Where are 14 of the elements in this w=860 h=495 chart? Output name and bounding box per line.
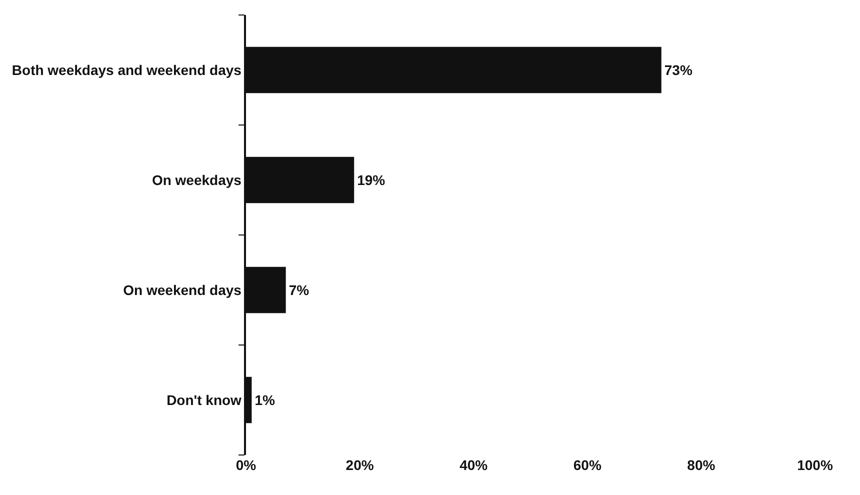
- data-label: 19%: [357, 172, 386, 188]
- y-tick-label: Don't know: [166, 392, 242, 408]
- y-tick-label: On weekdays: [152, 172, 242, 188]
- y-tick-label: On weekend days: [123, 282, 242, 298]
- data-label: 73%: [664, 62, 693, 78]
- data-label: 7%: [288, 282, 310, 298]
- x-tick-label: 80%: [687, 457, 716, 473]
- x-tick-label: 40%: [460, 457, 488, 473]
- x-tick-label: 20%: [346, 457, 374, 473]
- x-tick-label: 100%: [797, 457, 834, 473]
- y-tick-label: Both weekdays and weekend days: [12, 62, 242, 78]
- x-tick-label: 60%: [573, 457, 602, 473]
- x-tick-label: 0%: [236, 457, 257, 473]
- data-label: 1%: [254, 392, 276, 408]
